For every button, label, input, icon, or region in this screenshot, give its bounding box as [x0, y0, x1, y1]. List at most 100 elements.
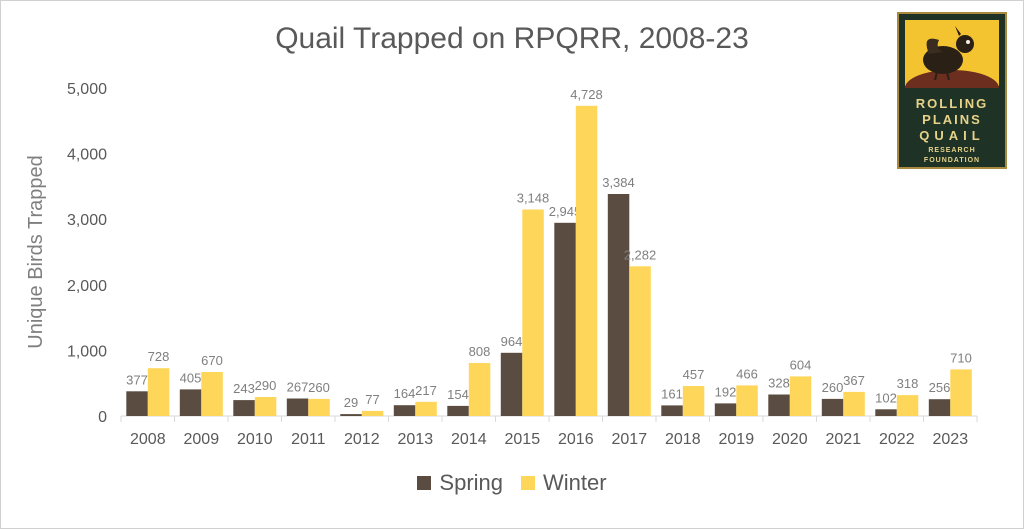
x-tick-label: 2011 [291, 431, 326, 448]
legend-item-winter: Winter [521, 470, 607, 496]
bar-winter [254, 397, 277, 416]
data-label-winter: 3,148 [517, 191, 550, 206]
bar-spring [126, 391, 148, 416]
bar-spring [661, 405, 683, 416]
bar-spring [768, 394, 790, 416]
y-tick-label: 3,000 [67, 212, 107, 229]
bar-spring [607, 194, 630, 416]
logo-hill [905, 70, 999, 88]
x-tick-label: 2022 [879, 431, 915, 448]
data-label-winter: 710 [950, 350, 972, 365]
data-label-winter: 4,728 [570, 87, 603, 102]
bar-spring [554, 222, 576, 416]
bar-winter [575, 105, 598, 417]
data-label-winter: 2,282 [624, 247, 657, 262]
data-label-spring: 192 [715, 384, 737, 399]
logo-text-foundation: FOUNDATION [923, 157, 981, 164]
rpqrf-logo: ROLLING PLAINS QUAIL RESEARCH FOUNDATION [897, 12, 1007, 169]
y-axis-label: Unique Birds Trapped [25, 155, 47, 348]
x-tick-label: 2023 [933, 431, 969, 448]
bar-spring [179, 389, 202, 416]
data-label-winter: 290 [255, 378, 277, 393]
bar-winter [682, 386, 705, 416]
data-label-spring: 161 [661, 386, 683, 401]
data-label-winter: 466 [736, 366, 758, 381]
data-label-spring: 260 [822, 380, 844, 395]
x-tick-label: 2013 [398, 431, 434, 448]
bar-spring [393, 405, 416, 416]
bar-winter [950, 369, 972, 416]
data-label-spring: 328 [768, 376, 790, 391]
data-label-spring: 3,384 [602, 175, 635, 190]
x-tick-label: 2014 [451, 431, 487, 448]
data-label-winter: 604 [790, 357, 812, 372]
bar-winter [308, 398, 330, 416]
bar-winter [522, 209, 544, 416]
data-label-spring: 164 [394, 386, 416, 401]
legend-label-winter: Winter [543, 470, 607, 495]
x-tick-label: 2015 [505, 431, 541, 448]
data-label-spring: 243 [233, 381, 255, 396]
quail-icon [923, 26, 974, 81]
data-label-spring: 405 [180, 370, 202, 385]
y-tick-label: 0 [98, 409, 107, 426]
data-label-spring: 267 [287, 380, 309, 395]
logo-text-rolling: ROLLING [915, 96, 989, 111]
data-label-winter: 367 [843, 373, 865, 388]
x-tick-label: 2020 [772, 431, 808, 448]
data-label-spring: 964 [501, 334, 523, 349]
bar-winter [147, 368, 170, 416]
x-tick-label: 2019 [719, 431, 755, 448]
data-label-spring: 2,945 [549, 204, 582, 219]
legend-swatch-winter [521, 476, 536, 490]
data-label-spring: 102 [875, 390, 897, 405]
y-tick-label: 5,000 [67, 81, 107, 98]
legend: Spring Winter [0, 470, 1024, 496]
data-label-winter: 77 [365, 392, 379, 407]
bar-spring [821, 398, 844, 416]
bar-winter [629, 266, 651, 416]
data-label-winter: 318 [897, 376, 919, 391]
bar-winter [201, 372, 223, 416]
x-tick-label: 2017 [612, 431, 648, 448]
bar-winter [789, 376, 812, 416]
bar-spring [233, 400, 255, 416]
bar-winter [843, 391, 865, 416]
y-tick-label: 1,000 [67, 343, 107, 360]
bar-winter [896, 395, 919, 416]
data-label-winter: 808 [469, 344, 491, 359]
legend-label-spring: Spring [439, 470, 504, 495]
data-label-spring: 377 [126, 372, 148, 387]
bar-winter [736, 385, 758, 416]
data-label-winter: 457 [683, 367, 705, 382]
bar-spring [340, 414, 362, 416]
data-label-spring: 154 [447, 387, 469, 402]
x-tick-label: 2009 [184, 431, 220, 448]
data-label-winter: 260 [308, 380, 330, 395]
bar-spring [875, 409, 897, 416]
x-tick-label: 2008 [130, 431, 166, 448]
data-label-spring: 29 [344, 395, 358, 410]
data-label-winter: 217 [415, 383, 437, 398]
logo-text-plains: PLAINS [922, 112, 982, 127]
logo-text-research: RESEARCH [928, 147, 976, 154]
x-tick-label: 2018 [665, 431, 701, 448]
y-tick-label: 4,000 [67, 147, 107, 164]
legend-item-spring: Spring [417, 470, 503, 496]
bar-spring [500, 352, 523, 416]
x-tick-label: 2010 [237, 431, 273, 448]
y-tick-label: 2,000 [67, 278, 107, 295]
bar-spring [447, 405, 469, 416]
x-tick-label: 2012 [344, 431, 380, 448]
bar-spring [286, 398, 309, 416]
data-label-winter: 670 [201, 353, 223, 368]
bar-spring [928, 399, 951, 416]
bar-winter [468, 363, 491, 416]
legend-swatch-spring [417, 476, 432, 490]
bar-winter [415, 401, 437, 416]
x-tick-label: 2021 [826, 431, 862, 448]
bar-winter [361, 410, 384, 416]
bar-spring [714, 403, 737, 416]
x-tick-label: 2016 [558, 431, 594, 448]
